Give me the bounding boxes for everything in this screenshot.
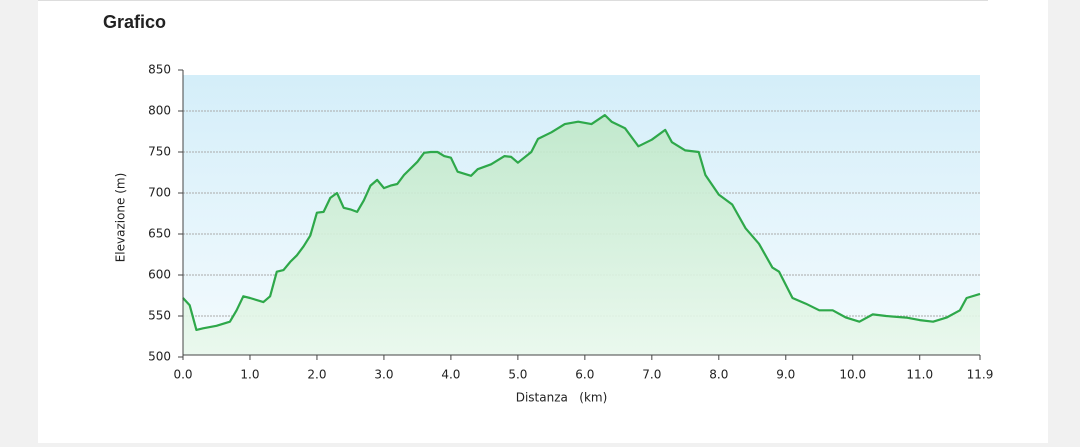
x-axis-label: Distanza (km): [516, 391, 608, 405]
y-tick-label: 650: [148, 227, 171, 241]
x-tick-label: 11.9: [967, 368, 994, 382]
x-tick-label: 7.0: [642, 368, 661, 382]
x-tick-label: 1.0: [240, 368, 259, 382]
x-tick-label: 10.0: [839, 368, 866, 382]
x-tick-label: 8.0: [709, 368, 728, 382]
elevation-line: [182, 114, 981, 331]
x-tick-label: 9.0: [776, 368, 795, 382]
y-tick-label: 600: [148, 268, 171, 282]
chart: Grafico 500 550 600 650 700 750 800 850 0.0 1.0 2.…: [38, 0, 994, 405]
y-axis-label: Elevazione (m): [114, 173, 128, 263]
x-tick-label: 3.0: [374, 368, 393, 382]
y-tick-label: 850: [148, 63, 171, 77]
y-tick-label: 550: [148, 309, 171, 323]
x-tick-label: 4.0: [441, 368, 460, 382]
x-tick-label: 0.0: [173, 368, 192, 382]
area-fill: [183, 115, 980, 355]
x-tick-label: 5.0: [508, 368, 527, 382]
x-tick-label: 6.0: [575, 368, 594, 382]
x-tick-label: 2.0: [307, 368, 326, 382]
y-tick-label: 500: [148, 350, 171, 364]
y-tick-label: 750: [148, 145, 171, 159]
y-tick-label: 700: [148, 186, 171, 200]
x-tick-label: 11.0: [906, 368, 933, 382]
y-tick-label: 800: [148, 104, 171, 118]
card: Grafico 500 550 600 650 700 750 800 850 0.0 1.0 2.…: [38, 0, 1048, 443]
chart-title: Grafico: [103, 12, 166, 32]
